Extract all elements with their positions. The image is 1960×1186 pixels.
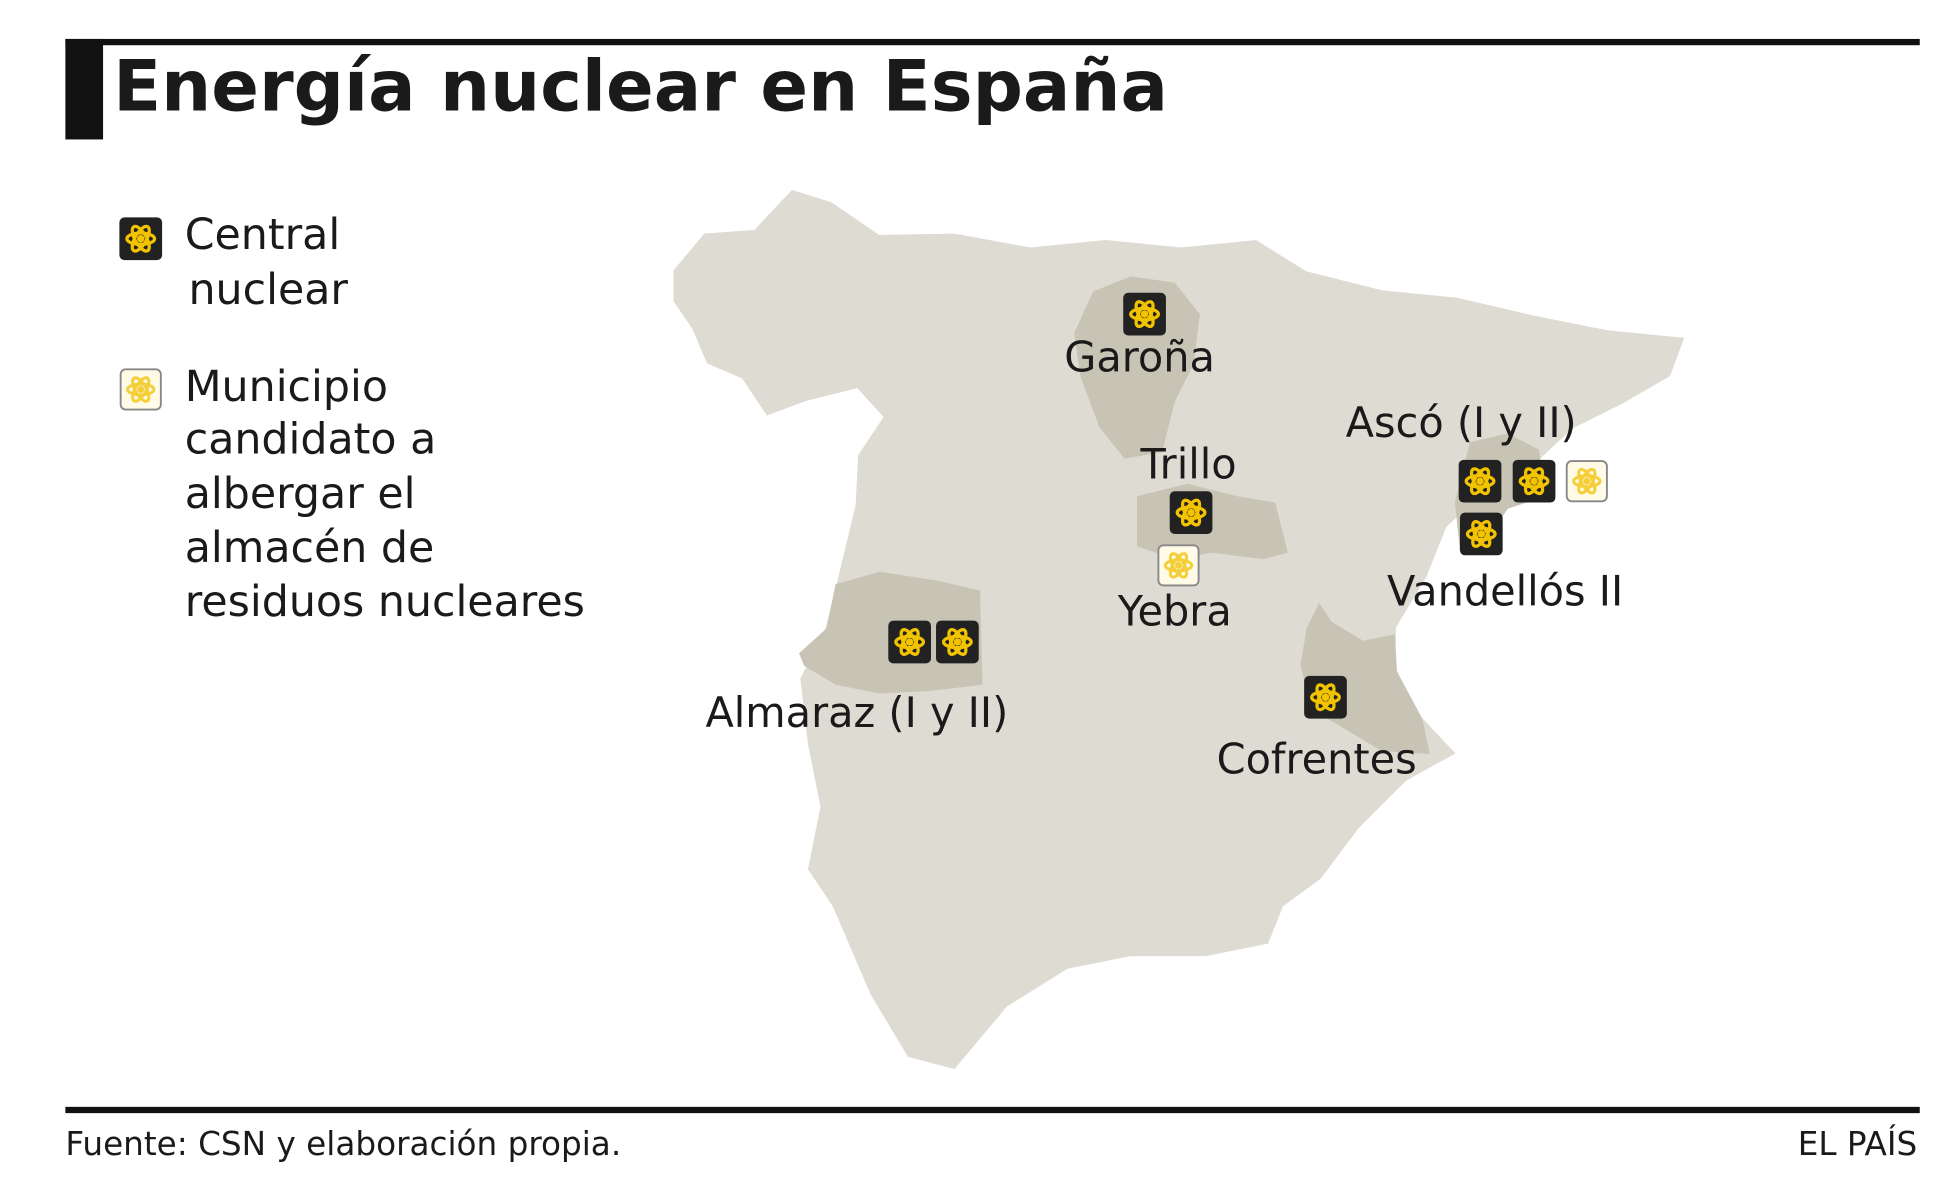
- title-bar: [65, 38, 104, 140]
- legend-icon-candidate: [119, 367, 163, 412]
- spain-outline: [670, 187, 1688, 1072]
- source: Fuente: CSN y elaboración propia.: [65, 1125, 621, 1163]
- candidate-icon: [1565, 459, 1609, 503]
- top-rule: [65, 38, 1920, 46]
- plant-icon: [1458, 510, 1505, 557]
- plant-icon: [1511, 458, 1558, 505]
- candidate-icon: [1156, 543, 1201, 587]
- place-label: Cofrentes: [1217, 736, 1417, 784]
- place-label: Yebra: [1117, 587, 1232, 635]
- plant-icon: [1121, 291, 1168, 338]
- place-label: Trillo: [1139, 440, 1236, 488]
- brand: EL PAÍS: [1798, 1125, 1918, 1163]
- legend-icon-plant: [117, 215, 164, 262]
- legend-label: residuos nucleares: [185, 577, 585, 627]
- place-label: Garoña: [1064, 334, 1215, 382]
- place-label: Vandellós II: [1387, 567, 1623, 615]
- legend-label: Central: [185, 210, 341, 260]
- legend-label: nuclear: [188, 265, 348, 315]
- plant-icon: [1168, 489, 1215, 536]
- legend-label: albergar el: [185, 469, 416, 519]
- title: Energía nuclear en España: [113, 46, 1168, 128]
- legend-label: candidato a: [185, 415, 437, 465]
- legend-label: almacén de: [185, 523, 435, 573]
- plant-icon: [934, 619, 981, 665]
- legend-label: Municipio: [185, 362, 388, 412]
- plant-icon: [1302, 674, 1349, 721]
- place-label: Almaraz (I y II): [705, 689, 1008, 737]
- plant-icon: [886, 619, 933, 665]
- place-label: Ascó (I y II): [1346, 399, 1577, 447]
- bottom-rule: [65, 1106, 1920, 1114]
- plant-icon: [1457, 458, 1504, 505]
